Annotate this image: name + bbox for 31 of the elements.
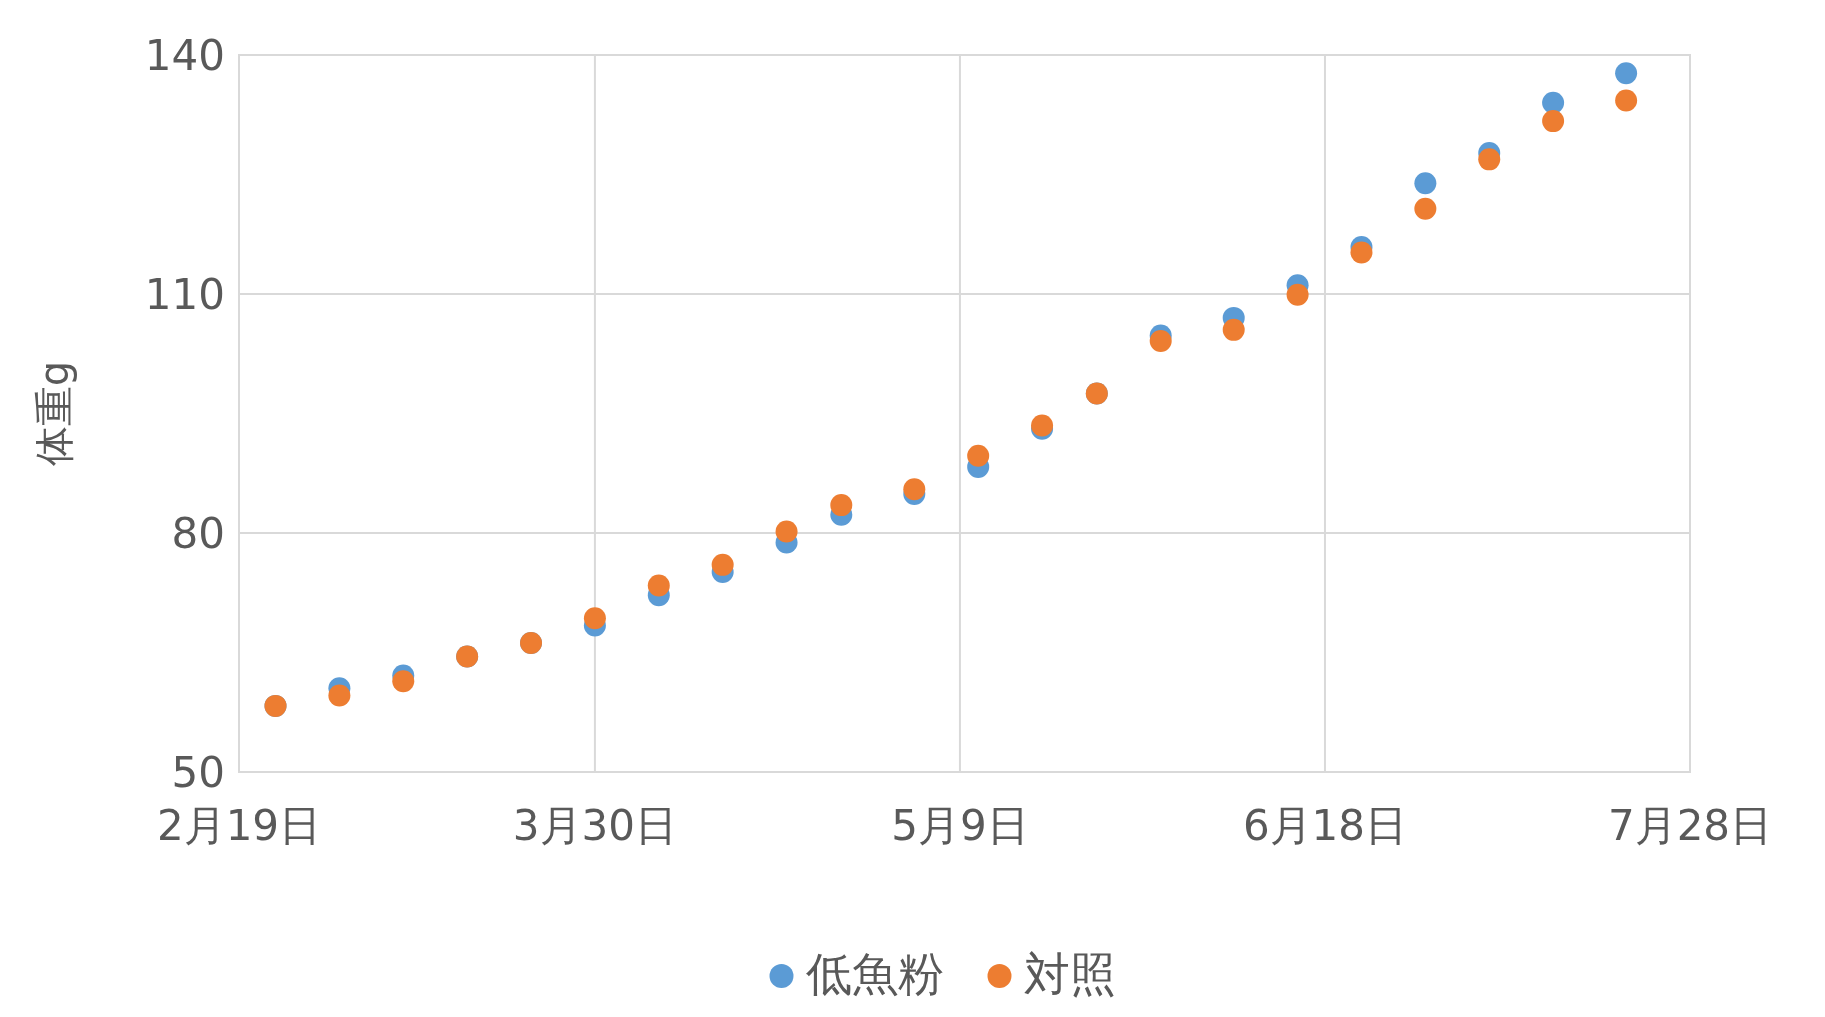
point [583, 607, 606, 630]
y-tick-label: 50 [171, 747, 225, 797]
point [1478, 148, 1501, 171]
legend-label: 低魚粉 [805, 947, 944, 1001]
y-tick-label: 110 [144, 269, 225, 319]
point [392, 670, 415, 693]
y-tick-label: 140 [144, 30, 225, 80]
point [1286, 283, 1309, 306]
point [647, 574, 670, 597]
point [1615, 89, 1638, 112]
point [1414, 172, 1437, 195]
point [830, 494, 853, 517]
point [1149, 330, 1172, 352]
point [1542, 91, 1565, 114]
x-tick-label: 5月9日 [891, 801, 1029, 850]
point [1615, 62, 1638, 85]
x-tick-label: 6月18日 [1242, 801, 1408, 850]
point [328, 684, 351, 707]
point [1414, 197, 1437, 220]
point [1542, 110, 1565, 133]
point [1222, 318, 1245, 341]
x-tick-label: 7月28日 [1607, 801, 1773, 850]
y-tick-label: 80 [171, 508, 225, 558]
x-tick-label: 3月30日 [512, 801, 677, 850]
point [775, 520, 798, 543]
point [967, 444, 990, 467]
y-axis-title: 体重g [31, 360, 77, 467]
x-tick-label: 2月19日 [156, 801, 322, 850]
point [711, 553, 734, 576]
point [1350, 241, 1373, 264]
legend-label: 対照 [1023, 947, 1116, 1001]
